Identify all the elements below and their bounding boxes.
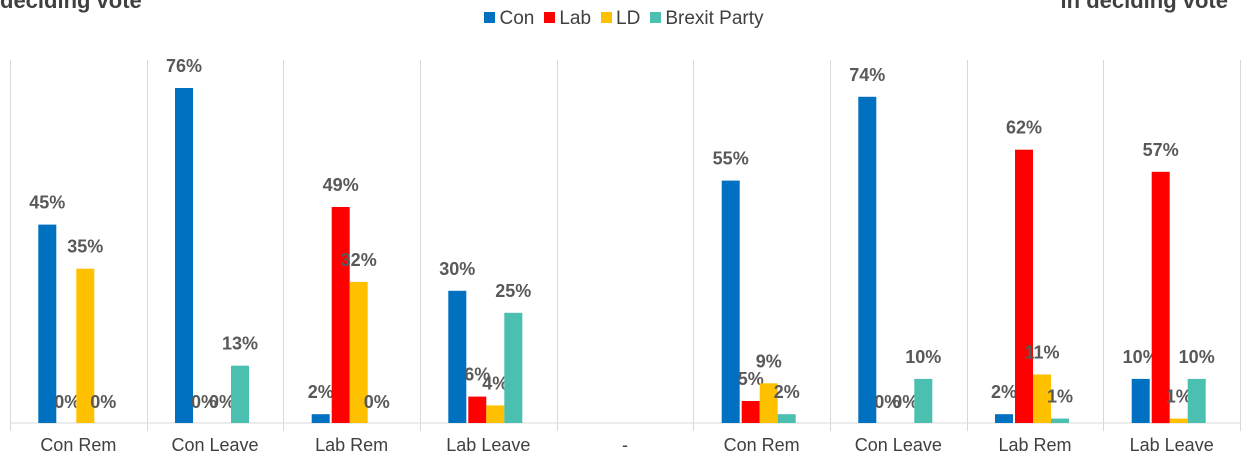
x-tick-label: -	[622, 435, 628, 455]
data-label: 10%	[1179, 347, 1215, 367]
data-label: 0%	[364, 392, 390, 412]
data-label: 76%	[166, 56, 202, 76]
x-tick-label: Lab Rem	[315, 435, 388, 455]
legend-item: Con	[484, 8, 534, 30]
x-tick-label: Con Rem	[40, 435, 116, 455]
data-label: 62%	[1006, 118, 1042, 138]
bar	[1187, 378, 1206, 423]
data-label: 45%	[29, 193, 65, 213]
data-label: 6%	[464, 365, 490, 385]
left-chart-title: deciding vote	[0, 0, 142, 13]
bar	[777, 414, 796, 423]
data-label: 9%	[756, 351, 782, 371]
data-label: 0%	[90, 392, 116, 412]
data-label: 11%	[1024, 343, 1059, 363]
legend-label: Lab	[559, 8, 592, 29]
bar	[1015, 149, 1033, 423]
data-label: 35%	[67, 237, 103, 257]
x-tick-label: Con Rem	[724, 435, 800, 455]
x-tick-label: Lab Rem	[998, 435, 1071, 455]
data-label: 2%	[991, 382, 1017, 402]
bar	[1151, 171, 1170, 424]
data-label: 32%	[341, 250, 377, 270]
bar	[1169, 418, 1188, 423]
legend-swatch	[601, 12, 613, 23]
data-label: 0%	[874, 392, 900, 412]
data-label: 10%	[905, 347, 941, 367]
legend-label: Brexit Party	[665, 8, 764, 29]
data-label: 4%	[482, 373, 508, 393]
data-label: 49%	[323, 175, 359, 195]
bar	[741, 401, 760, 423]
x-tick-label: Lab Leave	[446, 435, 530, 455]
bar	[331, 207, 350, 423]
bar	[231, 365, 249, 423]
data-label: 57%	[1143, 140, 1179, 160]
data-label: 1%	[1166, 387, 1192, 407]
data-label: 10%	[1123, 347, 1159, 367]
bar	[995, 414, 1013, 423]
legend: Con Lab LD Brexit Party	[0, 8, 1248, 30]
bar	[175, 88, 193, 423]
data-label: 30%	[439, 259, 475, 279]
data-label: 13%	[222, 334, 258, 354]
bar	[486, 405, 505, 423]
legend-swatch	[544, 12, 556, 23]
bar	[1033, 374, 1051, 423]
data-label: 1%	[1047, 387, 1073, 407]
data-label: 2%	[308, 382, 334, 402]
bar	[448, 290, 467, 423]
x-tick-label: Lab Leave	[1130, 435, 1214, 455]
bar	[76, 268, 95, 423]
bar	[38, 224, 57, 423]
legend-item: Lab	[544, 8, 591, 30]
bar	[914, 378, 933, 423]
legend-item: Brexit Party	[650, 8, 764, 30]
bar	[349, 281, 368, 423]
bar	[468, 396, 487, 423]
data-label: 25%	[495, 281, 531, 301]
data-label: 0%	[54, 392, 80, 412]
legend-label: LD	[616, 8, 641, 29]
legend-swatch	[484, 12, 496, 23]
data-label: 0%	[892, 392, 918, 412]
data-label: 0%	[209, 392, 235, 412]
data-label: 55%	[713, 149, 749, 169]
legend-label: Con	[499, 8, 535, 29]
legend-item: LD	[601, 8, 640, 30]
data-label: 5%	[738, 369, 764, 389]
bar	[1131, 378, 1150, 423]
bar	[311, 414, 330, 423]
x-tick-label: Con Leave	[855, 435, 942, 455]
bar	[721, 180, 740, 423]
bar	[858, 96, 877, 424]
data-label: 0%	[191, 392, 217, 412]
right-chart-title: in deciding vote	[1060, 0, 1228, 13]
data-label: 74%	[849, 65, 885, 85]
bar	[504, 312, 523, 423]
bar	[1051, 418, 1069, 423]
x-tick-label: Con Leave	[171, 435, 258, 455]
legend-swatch	[650, 12, 662, 23]
data-label: 2%	[774, 382, 800, 402]
bar	[759, 383, 778, 423]
